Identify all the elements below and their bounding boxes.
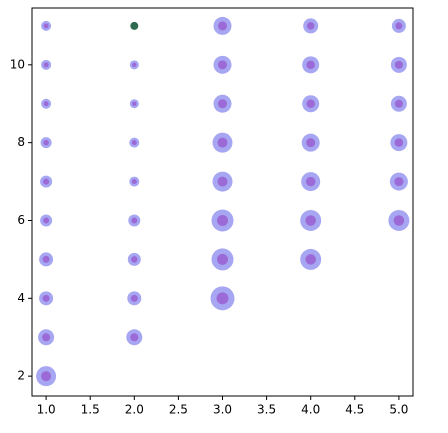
- point: [394, 60, 403, 69]
- point: [131, 256, 138, 263]
- point: [306, 22, 315, 30]
- x-tick-label: 1.5: [81, 403, 100, 417]
- point: [43, 23, 49, 29]
- point: [42, 294, 50, 302]
- point: [305, 254, 316, 265]
- point: [218, 60, 227, 70]
- point: [305, 215, 316, 226]
- point: [132, 62, 137, 68]
- point: [131, 140, 137, 146]
- y-tick-label: 8: [17, 135, 25, 149]
- point: [395, 22, 403, 30]
- point: [41, 371, 52, 382]
- point: [217, 137, 228, 148]
- y-tick-label: 4: [17, 291, 25, 305]
- point: [217, 176, 228, 187]
- x-tick-label: 2.0: [125, 403, 144, 417]
- point: [394, 99, 403, 108]
- point: [217, 253, 228, 265]
- point: [217, 214, 228, 226]
- y-tick-label: 10: [10, 57, 25, 71]
- point: [131, 217, 138, 224]
- point: [43, 178, 50, 185]
- x-tick-label: 3.5: [257, 403, 276, 417]
- point: [306, 138, 316, 148]
- point: [131, 179, 137, 185]
- point: [43, 101, 49, 107]
- point: [394, 138, 404, 147]
- point: [130, 21, 139, 30]
- point: [394, 177, 404, 187]
- y-tick-label: 6: [17, 213, 25, 227]
- point: [218, 21, 227, 31]
- x-tick-label: 5.0: [389, 403, 408, 417]
- point: [130, 294, 138, 302]
- x-tick-label: 4.0: [301, 403, 320, 417]
- point: [393, 215, 405, 226]
- x-tick-label: 3.0: [213, 403, 232, 417]
- x-tick-label: 4.5: [345, 403, 364, 417]
- point: [42, 255, 50, 263]
- x-tick-label: 2.5: [169, 403, 188, 417]
- point: [132, 101, 137, 106]
- point: [306, 99, 315, 108]
- point: [218, 99, 227, 109]
- point: [305, 176, 316, 187]
- point: [42, 333, 51, 342]
- y-tick-label: 2: [17, 369, 25, 383]
- point: [216, 292, 229, 305]
- point: [43, 217, 50, 224]
- point: [130, 333, 139, 342]
- x-tick-label: 1.0: [37, 403, 56, 417]
- point: [43, 62, 49, 68]
- point: [43, 139, 49, 146]
- point: [306, 60, 315, 70]
